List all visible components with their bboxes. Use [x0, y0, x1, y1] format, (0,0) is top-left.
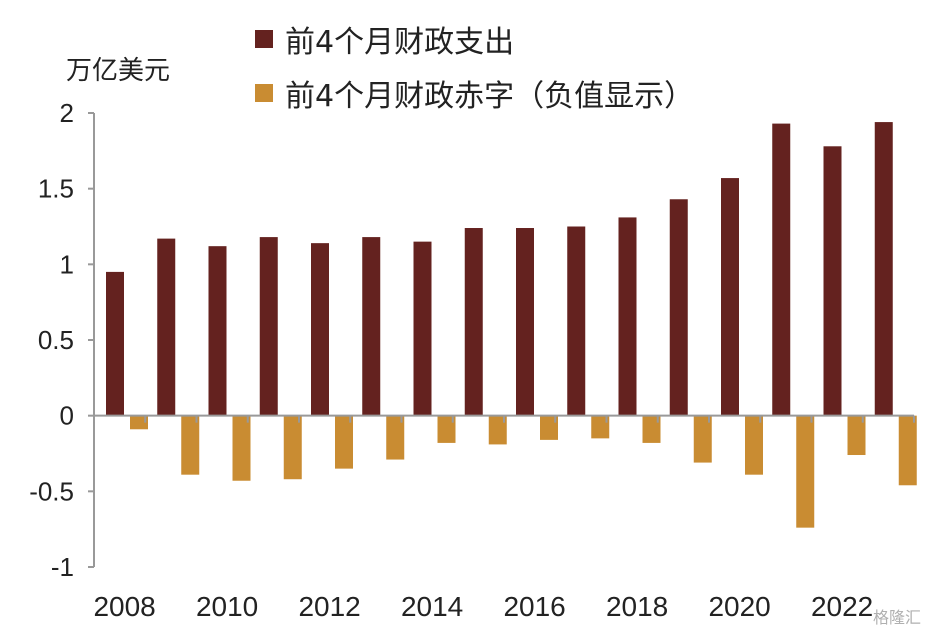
bar-deficit: [796, 415, 815, 528]
bar-spending: [362, 237, 381, 416]
x-tick-label: 2010: [196, 591, 258, 622]
x-tick-label: 2012: [298, 591, 360, 622]
bar-deficit: [591, 415, 610, 439]
watermark: 格隆汇: [872, 608, 921, 627]
bar-spending: [823, 146, 842, 416]
legend-swatch-spending: [255, 30, 273, 48]
bar-deficit: [642, 415, 661, 443]
bar-deficit: [693, 415, 712, 463]
y-axis-unit-label: 万亿美元: [66, 56, 171, 86]
bar-deficit: [232, 415, 251, 481]
y-tick-label: 1: [60, 249, 74, 279]
x-tick-label: 2022: [811, 591, 873, 622]
bar-spending: [208, 246, 227, 416]
y-tick-label: -0.5: [29, 476, 74, 506]
legend-item-spending: 前4个月财政支出: [255, 12, 694, 66]
bar-deficit: [540, 415, 558, 440]
bar-deficit: [847, 415, 866, 456]
legend-swatch-deficit: [255, 84, 273, 102]
bar-spending: [106, 271, 124, 416]
bar-deficit: [181, 415, 200, 475]
y-tick-label: 1.5: [38, 174, 74, 204]
bar-spending: [618, 217, 637, 416]
bar-spending: [721, 178, 739, 416]
bar-deficit: [745, 415, 763, 475]
bar-spending: [157, 238, 176, 416]
bar-spending: [311, 243, 329, 416]
y-tick-label: 2: [60, 98, 74, 128]
y-tick-label: 0: [60, 401, 74, 431]
legend-item-deficit: 前4个月财政赤字（负值显示）: [255, 66, 694, 120]
y-tick-label: 0.5: [38, 325, 74, 355]
bar-spending: [874, 122, 893, 416]
bar-spending: [772, 123, 791, 416]
bar-deficit: [437, 415, 456, 443]
bar-spending: [516, 228, 534, 416]
legend-label-deficit: 前4个月财政赤字（负值显示）: [285, 79, 695, 114]
bar-spending: [669, 199, 688, 416]
bar-deficit: [488, 415, 507, 445]
bar-deficit: [898, 415, 917, 486]
x-tick-label: 2016: [503, 591, 565, 622]
bar-spending: [259, 237, 278, 416]
bar-spending: [567, 226, 586, 416]
legend: 前4个月财政支出 前4个月财政赤字（负值显示）: [255, 12, 694, 120]
bar-deficit: [283, 415, 302, 480]
legend-label-spending: 前4个月财政支出: [285, 25, 515, 60]
bar-spending: [413, 241, 432, 416]
x-tick-label: 2020: [708, 591, 770, 622]
x-tick-label: 2014: [401, 591, 463, 622]
bar-deficit: [335, 415, 353, 469]
x-tick-label: 2018: [606, 591, 668, 622]
x-tick-label: 2008: [93, 591, 155, 622]
bar-deficit: [130, 415, 148, 430]
bar-spending: [464, 228, 483, 416]
y-tick-label: -1: [51, 552, 74, 582]
bar-deficit: [386, 415, 405, 460]
